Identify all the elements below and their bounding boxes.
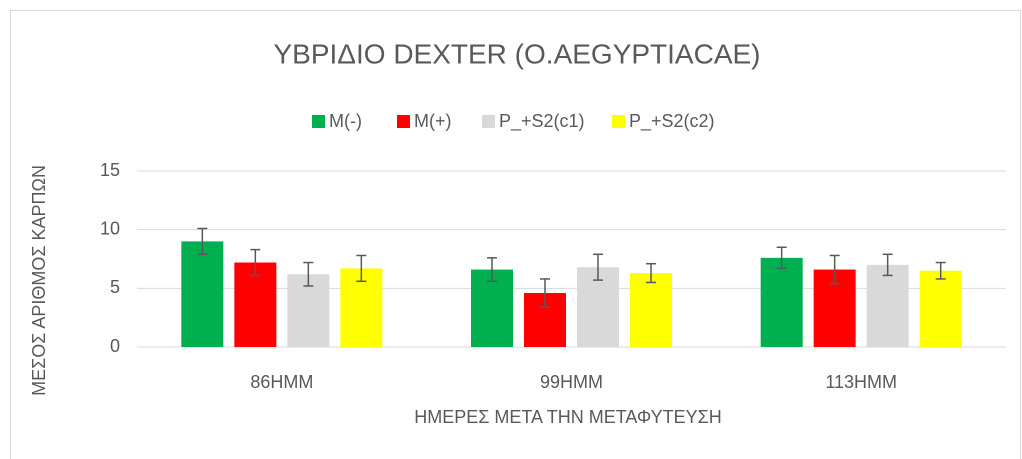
legend-swatch	[312, 115, 325, 128]
error-bar	[646, 262, 656, 284]
error-bar	[593, 253, 603, 281]
bar	[181, 241, 224, 347]
error-bar	[487, 257, 497, 283]
bar	[866, 264, 909, 347]
legend-swatch	[482, 115, 495, 128]
legend-label: P_+S2(c1)	[499, 111, 585, 132]
error-bar	[935, 261, 946, 280]
legend-label: M(-)	[329, 111, 362, 131]
bar	[630, 273, 672, 347]
error-bar	[197, 227, 208, 256]
legend-swatch	[612, 115, 625, 128]
x-axis-title: ΗΜΕΡΕΣ ΜΕΤΑ ΤΗΝ ΜΕΤΑΦΥΤΕΥΣΗ	[414, 407, 722, 427]
x-tick-label: 86ΗΜΜ	[250, 372, 313, 392]
error-bar	[776, 246, 787, 270]
legend-label: P_+S2(c2)	[629, 111, 715, 132]
error-bar	[356, 254, 367, 283]
bar	[234, 262, 277, 347]
y-tick-label: 10	[100, 218, 120, 238]
bar	[919, 270, 962, 347]
y-axis-title: ΜΕΣΟΣ ΑΡΙΘΜΟΣ ΚΑΡΠΩΝ	[29, 165, 49, 396]
legend-label: M(+)	[414, 111, 452, 131]
x-tick-label: 113ΗΜΜ	[825, 372, 897, 392]
bar	[760, 257, 803, 347]
error-bar	[882, 253, 893, 277]
chart-border	[10, 10, 1021, 459]
error-bar	[250, 248, 261, 277]
chart-title: ΥΒΡΙΔΙΟ DEXTER (O.AEGYPTIACAE)	[273, 38, 760, 69]
error-bar	[303, 261, 314, 287]
y-tick-label: 0	[110, 336, 120, 356]
x-tick-label: 99ΗΜΜ	[540, 372, 603, 392]
y-tick-label: 15	[100, 160, 120, 180]
legend-swatch	[397, 115, 410, 128]
error-bar	[829, 254, 840, 285]
y-tick-label: 5	[110, 277, 120, 297]
bar	[471, 269, 513, 347]
error-bar	[540, 278, 550, 308]
